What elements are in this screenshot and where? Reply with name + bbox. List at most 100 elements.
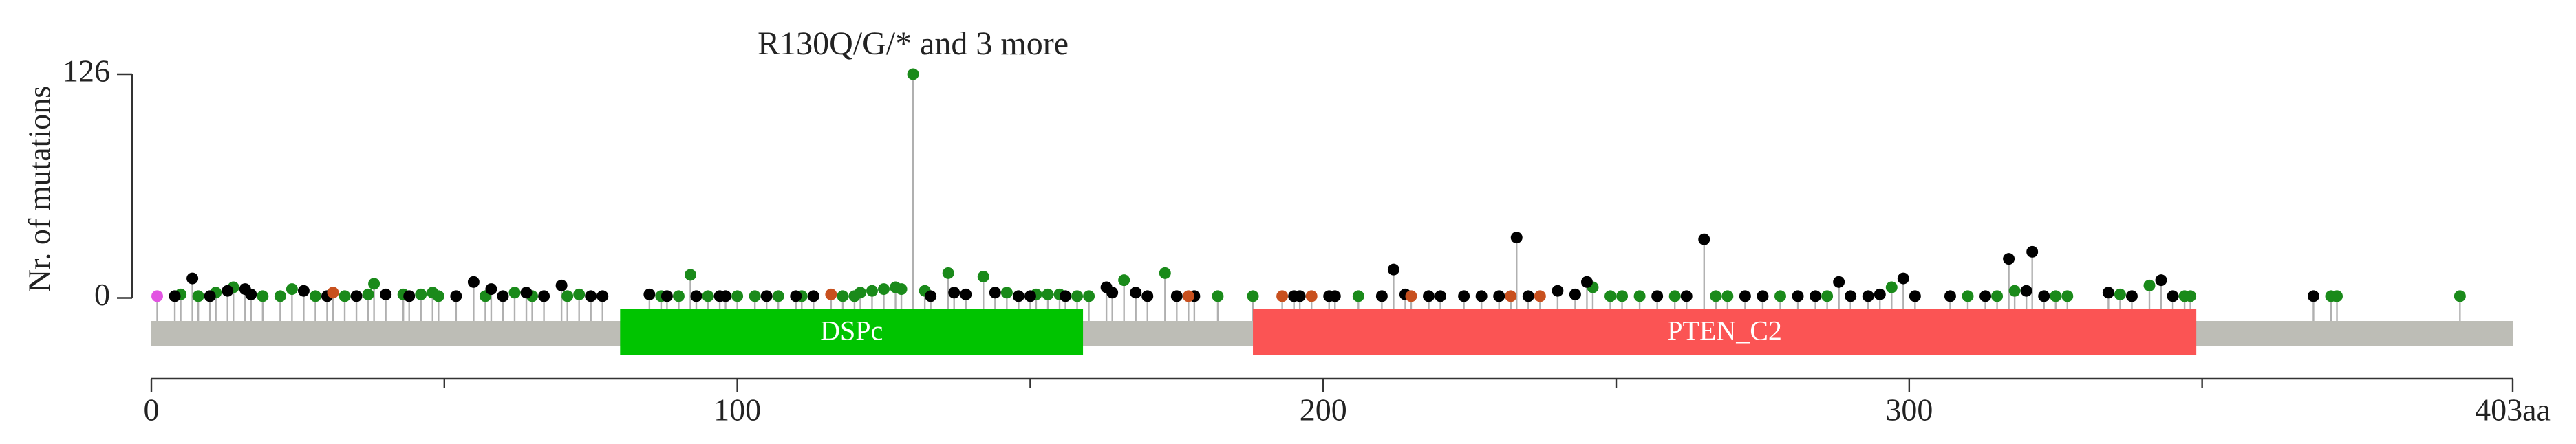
mutation-dot [2454,290,2466,302]
mutation-dot [661,290,673,302]
mutation-dot [2026,245,2039,258]
mutation-dot [368,278,380,290]
mutation-dot [1991,290,2004,302]
mutation-dot [1435,290,1447,302]
mutation-dot [854,287,866,299]
mutation-dot [362,288,374,300]
mutation-dot [825,288,837,300]
mutation-dot [1423,290,1435,302]
mutation-dot [2020,285,2032,297]
mutation-dot [1505,290,1517,302]
mutation-dot [597,290,609,302]
x-tick-label: 0 [144,392,160,428]
mutation-dot [520,287,533,299]
mutation-dot [925,290,937,302]
mutation-dot [1821,290,1834,302]
mutation-dot [309,290,321,302]
mutation-dot [2008,285,2021,297]
mutation-dot [1774,290,1786,302]
mutation-dot [1510,232,1523,244]
mutation-dot [1569,288,1581,300]
mutation-dot [942,267,954,279]
mutation-dot [2102,287,2114,299]
mutation-dot [1170,290,1183,302]
mutation-dot [432,290,444,302]
mutation-dot [878,283,890,296]
mutation-dot [2038,290,2050,302]
mutation-dot [684,269,696,281]
mutation-dot [1060,290,1072,302]
mutation-dot [538,290,550,302]
mutation-dot [948,287,960,299]
mutation-dot [508,287,521,299]
mutation-dot [274,290,286,302]
mutation-dot [286,283,298,296]
mutation-dot [1493,290,1505,302]
mutation-dot [1329,290,1341,302]
mutation-dot [204,290,216,302]
mutation-dot [1552,285,1564,297]
mutation-dot [467,276,480,288]
y-tick-label: 0 [94,277,110,312]
mutation-dot [2331,290,2343,302]
mutation-dot [2167,290,2179,302]
mutation-dot [339,290,351,302]
mutation-dot [169,290,181,302]
mutation-dot [1276,290,1289,302]
mutation-dot [1962,290,1974,302]
mutation-dot [989,287,1001,299]
mutation-dot [297,285,310,297]
mutation-dot [327,287,339,299]
mutation-dot [643,288,656,300]
mutation-dot [1405,290,1417,302]
mutation-dot [749,290,761,302]
mutation-dot [1757,290,1769,302]
mutation-dot [720,290,732,302]
mutation-dot [1106,287,1119,299]
mutation-dot [1071,290,1084,302]
mutation-dot [485,283,497,296]
mutation-dot [1651,290,1664,302]
x-tick-label: 200 [1300,392,1347,428]
mutation-dot [772,290,784,302]
mutation-dot [415,288,427,300]
mutation-dot [1141,290,1154,302]
mutation-dot [1604,290,1617,302]
mutation-dot [2125,290,2138,302]
mutation-dot [350,290,363,302]
mutation-dot [573,288,586,300]
x-tick-label: 100 [713,392,761,428]
mutation-dot [731,290,744,302]
mutation-dot [790,290,802,302]
mutation-dot [1792,290,1804,302]
mutation-dot [2114,288,2126,300]
mutation-dot [1012,290,1024,302]
mutation-dot [1721,290,1734,302]
mutation-dot [497,290,509,302]
mutation-dot [895,283,908,296]
mutation-dot [2155,274,2167,287]
y-tick-label: 126 [63,54,110,89]
mutation-dot [2061,290,2074,302]
mutation-dot [1130,287,1142,299]
mutation-dot [1944,290,1956,302]
mutation-dot [2143,279,2156,291]
mutation-dot [2003,253,2015,265]
mutation-dot [403,290,416,302]
y-axis-title: Nr. of mutations [22,86,57,292]
domain [1253,309,2197,355]
domain-label: DSPc [820,315,883,346]
mutation-dot [1159,267,1171,279]
mutation-dot [380,288,392,300]
mutation-dot [1698,233,1710,245]
mutation-dot [1458,290,1470,302]
mutation-dot [222,285,234,297]
mutation-dot [1668,290,1681,302]
mutation-dot [960,288,972,300]
mutation-dot [1352,290,1364,302]
mutation-dot [1024,290,1036,302]
mutation-dot [1710,290,1722,302]
mutation-dot [1874,288,1886,300]
mutation-dot [1633,290,1646,302]
